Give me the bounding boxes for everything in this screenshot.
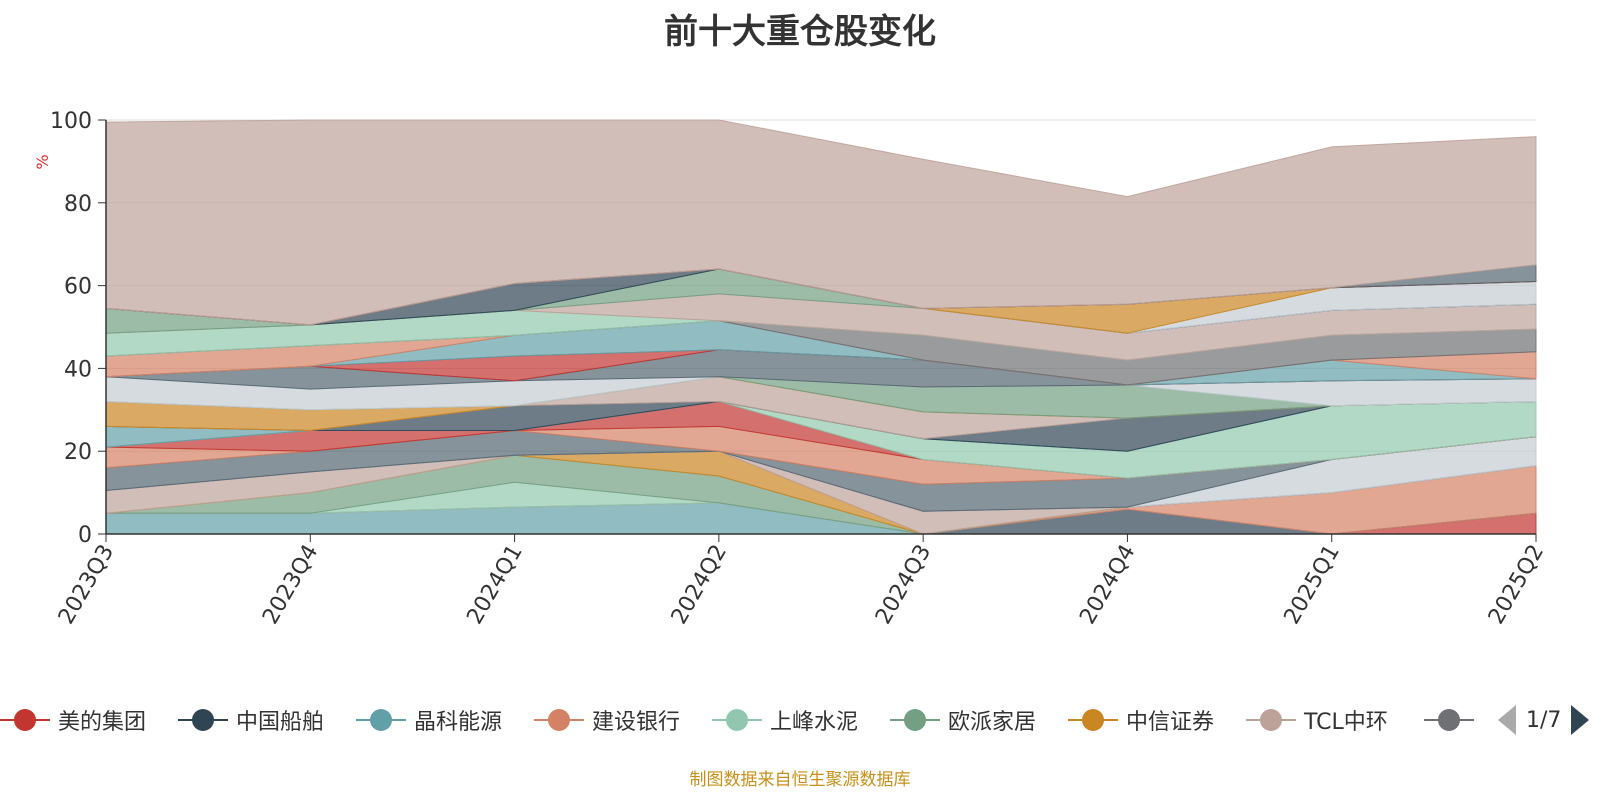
legend-label: 美的集团 (58, 710, 147, 735)
chart-title: 前十大重仓股变化 (664, 12, 936, 52)
data-source-note: 制图数据来自恒生聚源数据库 (689, 770, 911, 790)
legend-label: 中信证券 (1126, 710, 1215, 735)
area-series-33 (105, 119, 1537, 326)
legend-item[interactable]: 中国船舶 (178, 704, 324, 736)
y-tick-label: 100 (50, 109, 92, 134)
legend-marker-icon (1424, 704, 1474, 736)
legend-item[interactable]: 建设银行 (534, 704, 680, 736)
legend-label: 建设银行 (592, 710, 681, 735)
legend-item[interactable]: 上峰水泥 (712, 704, 858, 736)
y-tick-label: 40 (64, 357, 92, 382)
legend-marker-icon (1246, 704, 1296, 736)
legend-item[interactable]: 中 (1424, 704, 1480, 736)
legend-item[interactable]: 中信证券 (1068, 704, 1214, 736)
legend-label: 中国船舶 (236, 710, 325, 735)
x-tick-label: 2024Q4 (1075, 541, 1140, 629)
legend-marker-icon (178, 704, 228, 736)
x-tick-label: 2024Q3 (871, 541, 936, 629)
x-tick-label: 2024Q1 (462, 541, 527, 629)
legend-label: TCL中环 (1304, 710, 1388, 735)
y-tick-label: 20 (64, 440, 92, 465)
legend-pager: 1/7 (1498, 700, 1600, 740)
area-series (105, 119, 1537, 535)
legend: 美的集团 中国船舶 晶科能源 建设银行 上峰水泥 欧派家居 中信证券 TCL中环 中 (0, 700, 1600, 740)
legend-marker-icon (712, 704, 762, 736)
legend-items: 美的集团 中国船舶 晶科能源 建设银行 上峰水泥 欧派家居 中信证券 TCL中环 中 (0, 700, 1480, 740)
legend-item[interactable]: TCL中环 (1246, 704, 1388, 736)
legend-label: 上峰水泥 (770, 710, 859, 735)
legend-marker-icon (0, 704, 50, 736)
y-tick-label: 0 (78, 523, 92, 548)
y-tick-label: 80 (64, 192, 92, 217)
legend-marker-icon (534, 704, 584, 736)
y-tick-label: 60 (64, 275, 92, 300)
legend-next-page-icon[interactable] (1571, 705, 1590, 735)
legend-page-indicator: 1/7 (1526, 707, 1562, 733)
legend-item[interactable]: 美的集团 (0, 704, 146, 736)
x-tick-label: 2023Q4 (258, 541, 323, 629)
legend-marker-icon (356, 704, 406, 736)
legend-label: 欧派家居 (948, 710, 1037, 735)
x-tick-label: 2025Q2 (1484, 541, 1549, 629)
legend-prev-page-icon[interactable] (1498, 705, 1516, 735)
legend-item[interactable]: 欧派家居 (890, 704, 1036, 736)
x-tick-label: 2025Q1 (1280, 541, 1345, 629)
legend-item[interactable]: 晶科能源 (356, 704, 502, 736)
legend-label: 晶科能源 (414, 710, 503, 735)
x-tick-label: 2023Q3 (54, 541, 119, 629)
legend-marker-icon (1068, 704, 1118, 736)
y-axis-unit-label: % (33, 154, 52, 169)
x-tick-label: 2024Q2 (667, 541, 732, 629)
legend-marker-icon (890, 704, 940, 736)
stacked-area-chart: 0 20 40 60 80 100 2023Q3 2023Q4 2024Q1 2024Q2 2024… (33, 109, 1549, 629)
